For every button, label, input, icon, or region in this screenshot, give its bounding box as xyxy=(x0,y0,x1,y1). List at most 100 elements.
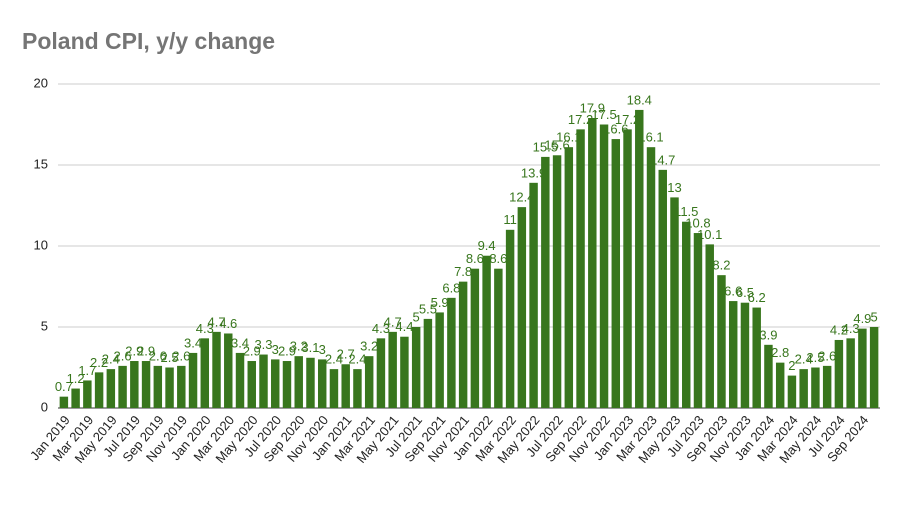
bar xyxy=(447,297,456,408)
data-label: 2.4 xyxy=(795,352,813,367)
bar xyxy=(869,327,879,408)
data-label: 3.2 xyxy=(290,339,308,354)
data-label: 2.5 xyxy=(161,350,179,365)
bar xyxy=(177,365,186,408)
data-label: 1.2 xyxy=(67,371,85,386)
data-label: 5 xyxy=(871,309,878,324)
data-label: 11.5 xyxy=(674,204,698,219)
y-tick-label: 15 xyxy=(34,156,48,171)
bar xyxy=(482,255,491,408)
bar xyxy=(611,139,621,408)
data-label: 3.4 xyxy=(184,335,202,350)
bar xyxy=(94,372,104,408)
data-label: 6.5 xyxy=(736,285,754,300)
data-label: 3.9 xyxy=(759,327,777,342)
bar xyxy=(364,356,374,408)
data-label: 10.8 xyxy=(685,215,710,230)
bar xyxy=(494,268,503,408)
data-label: 2.6 xyxy=(172,348,190,363)
data-label: 2.4 xyxy=(325,352,343,367)
bar xyxy=(764,344,773,408)
data-label: 6.6 xyxy=(724,284,742,299)
data-label: 3.1 xyxy=(301,340,319,355)
bar xyxy=(635,109,644,409)
chart-title: Poland CPI, y/y change xyxy=(22,28,275,54)
data-label: 17.2 xyxy=(615,112,640,127)
bar xyxy=(247,361,256,408)
data-label: 2.6 xyxy=(149,348,167,363)
bar xyxy=(235,352,245,408)
bar xyxy=(458,281,468,408)
bar xyxy=(118,365,127,408)
bar xyxy=(282,361,292,408)
data-label: 2.9 xyxy=(125,343,143,358)
data-label: 8.6 xyxy=(489,251,507,266)
bar xyxy=(858,328,867,408)
data-label: 14.7 xyxy=(650,152,675,167)
bar xyxy=(646,147,656,408)
bar xyxy=(834,339,844,408)
data-label: 2.7 xyxy=(337,347,355,362)
data-label: 4.3 xyxy=(196,321,214,336)
data-label: 18.4 xyxy=(627,92,652,107)
data-label: 17.9 xyxy=(580,100,605,115)
bar xyxy=(259,354,268,408)
data-label: 3 xyxy=(319,342,326,357)
bar xyxy=(165,367,174,408)
data-label: 16.6 xyxy=(603,122,628,137)
data-label: 8.2 xyxy=(712,258,730,273)
data-label: 6.2 xyxy=(748,290,766,305)
data-label: 2.6 xyxy=(114,348,132,363)
bar xyxy=(846,338,855,408)
data-label: 4.4 xyxy=(395,319,413,334)
data-label: 3.4 xyxy=(231,335,249,350)
bar xyxy=(658,169,667,408)
data-label: 2 xyxy=(788,358,795,373)
bar xyxy=(271,359,280,408)
bar xyxy=(717,275,726,408)
data-label: 12.4 xyxy=(509,190,534,205)
data-label: 4.3 xyxy=(372,321,390,336)
data-label: 3.3 xyxy=(254,337,272,352)
bar xyxy=(799,369,808,408)
bar xyxy=(682,221,691,408)
bar xyxy=(505,229,515,408)
bar xyxy=(294,356,303,408)
bar xyxy=(435,312,444,408)
data-label: 8.6 xyxy=(466,251,484,266)
y-tick-label: 20 xyxy=(34,75,48,90)
bar xyxy=(693,233,703,408)
data-label: 2.4 xyxy=(348,352,366,367)
data-label: 4.7 xyxy=(207,314,225,329)
bar xyxy=(740,302,750,408)
bar xyxy=(188,352,198,408)
data-label: 16.1 xyxy=(638,130,663,145)
y-tick-label: 0 xyxy=(41,399,48,414)
bar xyxy=(411,327,421,408)
bar xyxy=(670,197,679,408)
bar xyxy=(106,369,116,408)
data-label: 15.5 xyxy=(533,139,558,154)
bar xyxy=(329,369,339,408)
y-tick-label: 10 xyxy=(34,237,48,252)
data-label: 2.6 xyxy=(818,348,836,363)
data-label: 4.3 xyxy=(842,321,860,336)
data-label: 2.9 xyxy=(278,343,296,358)
bar xyxy=(212,331,221,408)
data-label: 4.2 xyxy=(830,322,848,337)
bar xyxy=(541,156,550,408)
data-label: 2.9 xyxy=(243,343,261,358)
bar xyxy=(400,336,409,408)
bar xyxy=(822,365,832,408)
bar xyxy=(623,129,632,409)
data-label: 2.5 xyxy=(806,350,824,365)
bar xyxy=(153,365,163,408)
bar xyxy=(552,155,562,408)
data-label: 2.9 xyxy=(137,343,155,358)
data-label: 2.4 xyxy=(102,352,120,367)
data-label: 9.4 xyxy=(478,238,496,253)
data-label: 13 xyxy=(667,180,681,195)
data-label: 5.5 xyxy=(419,301,437,316)
data-label: 0.7 xyxy=(55,379,73,394)
data-label: 6.8 xyxy=(442,280,460,295)
